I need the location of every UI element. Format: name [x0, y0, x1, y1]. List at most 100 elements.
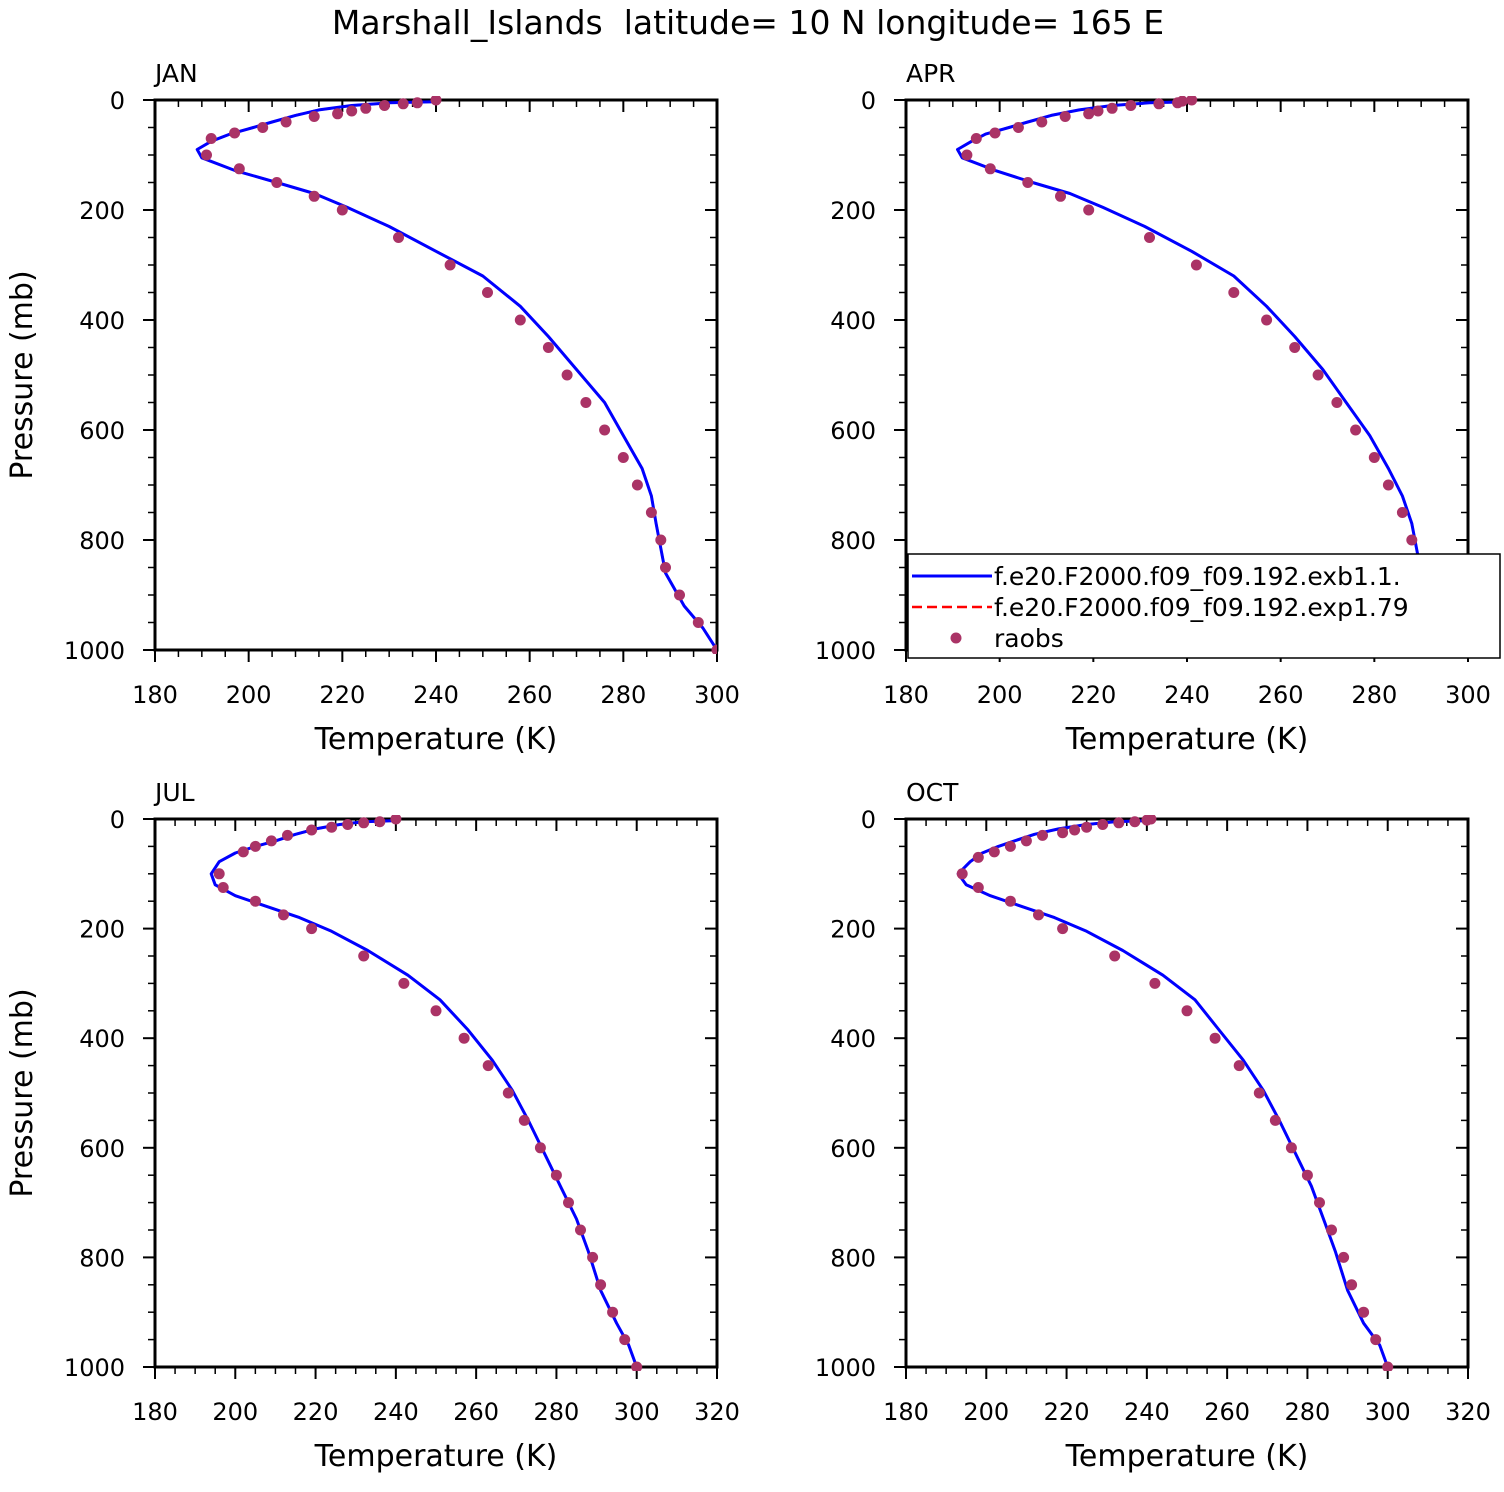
raobs-point [278, 909, 289, 921]
legend-label: raobs [994, 624, 1064, 653]
x-tick-label: 320 [1445, 1398, 1491, 1426]
raobs-point [346, 105, 358, 117]
raobs-point [563, 1197, 574, 1209]
y-tick-label: 800 [830, 1244, 876, 1272]
raobs-point [213, 868, 225, 880]
raobs-point [1036, 116, 1048, 128]
raobs-point [280, 116, 292, 128]
raobs-point [1012, 122, 1024, 133]
raobs-point [379, 100, 390, 111]
raobs-point [550, 1169, 562, 1181]
raobs-point [397, 98, 409, 110]
raobs-point [1233, 1060, 1245, 1072]
raobs-point [249, 840, 261, 852]
raobs-point [430, 1005, 442, 1017]
raobs-point [1285, 1142, 1297, 1154]
raobs-point [1301, 1169, 1313, 1181]
raobs-point [595, 1279, 607, 1291]
raobs-point [358, 950, 370, 962]
legend-box [907, 553, 1501, 659]
x-tick-label: 220 [1044, 1398, 1090, 1426]
raobs-point [390, 815, 402, 825]
x-tick-label: 260 [453, 1398, 499, 1426]
x-tick-label: 260 [1204, 1398, 1250, 1426]
raobs-point [398, 977, 410, 989]
raobs-point [518, 1114, 530, 1126]
raobs-point [282, 829, 293, 841]
x-tick-label: 260 [1258, 681, 1304, 709]
raobs-point [308, 111, 320, 122]
raobs-point [1172, 97, 1184, 109]
raobs-point [1092, 105, 1104, 117]
y-tick-label: 400 [830, 1025, 876, 1053]
raobs-point [1312, 369, 1324, 381]
y-tick-label: 400 [79, 307, 125, 335]
panel-title: JUL [153, 778, 195, 807]
raobs-point [411, 97, 423, 109]
raobs-point [233, 163, 245, 175]
legend-marker-raobs [950, 632, 962, 644]
raobs-point [1331, 397, 1343, 408]
data-layer [195, 96, 717, 654]
raobs-point [561, 369, 573, 381]
data-layer [956, 815, 1394, 1371]
plot-frame [153, 817, 719, 1369]
raobs-point [306, 923, 318, 935]
raobs-point [660, 562, 671, 573]
raobs-point [599, 424, 611, 436]
x-tick-label: 280 [1351, 681, 1397, 709]
raobs-point [1057, 923, 1069, 935]
raobs-point [360, 102, 372, 114]
x-tick-label: 240 [373, 1398, 419, 1426]
raobs-point [587, 1251, 599, 1263]
raobs-point [1141, 815, 1153, 826]
x-tick-label: 260 [507, 681, 553, 709]
raobs-point [1382, 479, 1394, 491]
legend: f.e20.F2000.f09_f09.192.exb1.1.f.e20.F20… [907, 553, 1501, 659]
raobs-point [326, 821, 338, 833]
raobs-point [249, 895, 261, 907]
raobs-point [458, 1032, 470, 1044]
raobs-point [575, 1224, 586, 1236]
raobs-point [1382, 1361, 1394, 1371]
y-axis-label: Pressure (mb) [5, 270, 40, 479]
y-tick-label: 1000 [815, 637, 876, 665]
x-axis-label: Temperature (K) [1065, 1439, 1309, 1474]
series-exp1-79-line [209, 819, 638, 1368]
raobs-point [271, 177, 283, 188]
y-tick-label: 1000 [815, 1354, 876, 1382]
panel-title: APR [906, 59, 956, 88]
raobs-point [1370, 1334, 1382, 1346]
raobs-point [1326, 1224, 1337, 1236]
raobs-point [502, 1087, 514, 1099]
raobs-point [1368, 452, 1380, 463]
raobs-point [972, 882, 984, 893]
y-tick-label: 200 [830, 197, 876, 225]
data-layer [956, 96, 1468, 654]
raobs-point [1022, 177, 1034, 188]
raobs-point [444, 259, 456, 271]
y-tick-label: 400 [830, 307, 876, 335]
x-tick-label: 280 [1285, 1398, 1331, 1426]
x-tick-label: 180 [132, 681, 178, 709]
y-tick-label: 600 [79, 1135, 125, 1163]
raobs-point [1190, 259, 1202, 271]
raobs-point [1350, 424, 1362, 436]
raobs-point [580, 397, 592, 408]
y-tick-label: 200 [830, 916, 876, 944]
y-tick-label: 1000 [64, 637, 125, 665]
x-tick-label: 220 [293, 1398, 339, 1426]
raobs-point [1253, 1087, 1265, 1099]
raobs-point [655, 534, 667, 546]
x-tick-label: 180 [883, 1398, 929, 1426]
raobs-point [332, 108, 344, 120]
raobs-point [336, 204, 348, 216]
raobs-point [631, 479, 643, 491]
raobs-point [1125, 100, 1137, 111]
raobs-point [972, 851, 984, 863]
raobs-point [1069, 824, 1081, 836]
x-tick-label: 200 [963, 1398, 1009, 1426]
